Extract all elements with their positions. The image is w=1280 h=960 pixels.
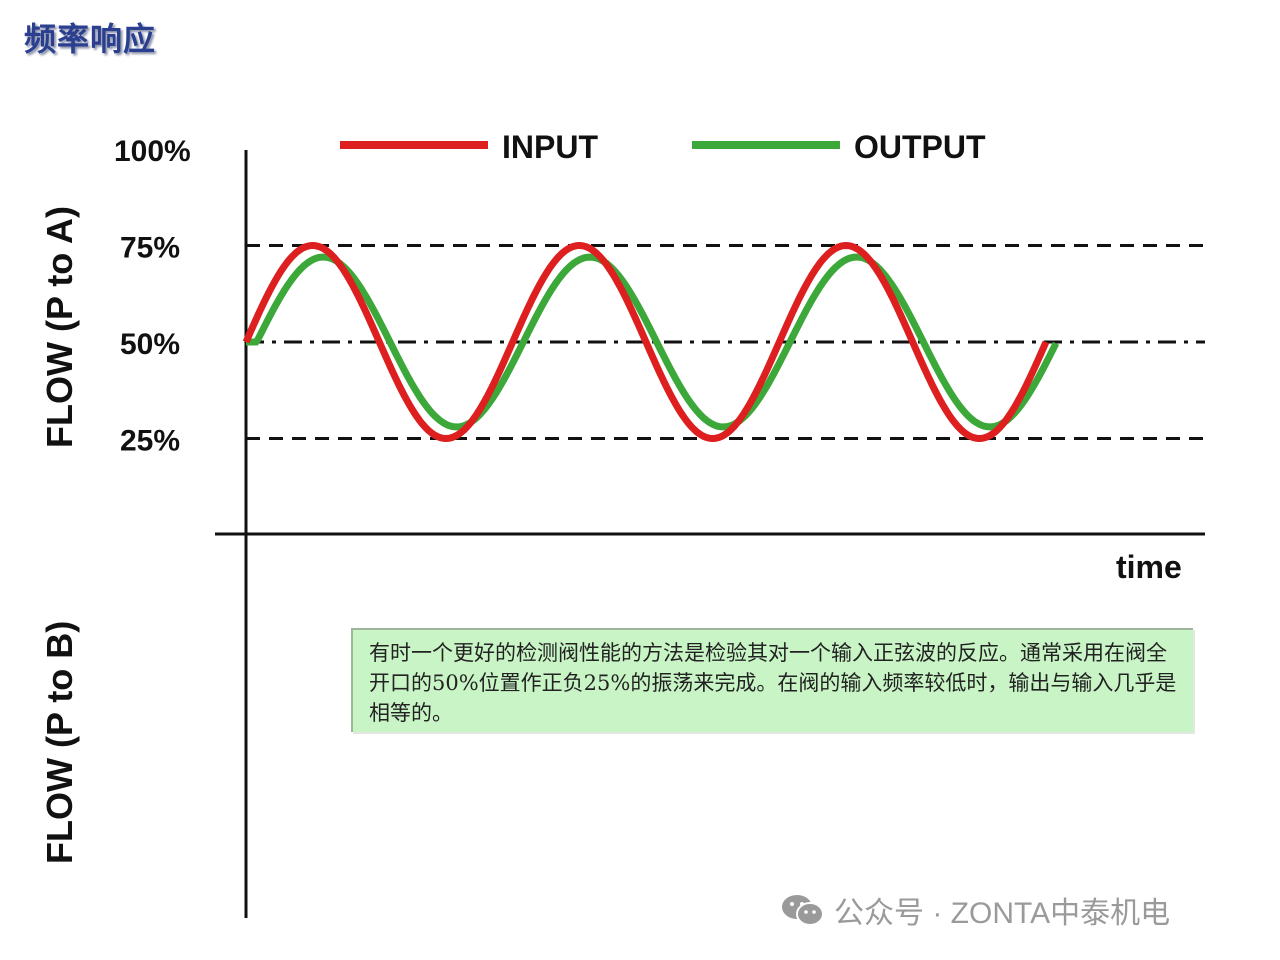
y-tick-label: 100% bbox=[114, 135, 191, 168]
y-tick-label: 75% bbox=[120, 232, 180, 265]
y-axis-label-lower: FLOW (P to B) bbox=[39, 621, 80, 864]
wechat-icon bbox=[782, 895, 824, 926]
legend-label-output: OUTPUT bbox=[854, 129, 986, 165]
legend: INPUT OUTPUT bbox=[340, 129, 986, 165]
y-axis-label-upper: FLOW (P to A) bbox=[39, 206, 80, 448]
y-tick-label: 50% bbox=[120, 328, 180, 361]
watermark: 公众号 · ZONTA中泰机电 bbox=[780, 888, 1170, 932]
series-line-output bbox=[246, 253, 1060, 431]
explanation-note: 有时一个更好的检测阀性能的方法是检验其对一个输入正弦波的反应。通常采用在阀全开口… bbox=[351, 628, 1193, 732]
watermark-text: 公众号 · ZONTA中泰机电 bbox=[834, 897, 1171, 930]
page-title: 频率响应 bbox=[24, 20, 157, 58]
legend-label-input: INPUT bbox=[502, 129, 598, 165]
y-tick-label: 25% bbox=[120, 425, 180, 458]
series-line-input bbox=[242, 241, 1050, 443]
x-axis-label: time bbox=[1116, 549, 1182, 585]
